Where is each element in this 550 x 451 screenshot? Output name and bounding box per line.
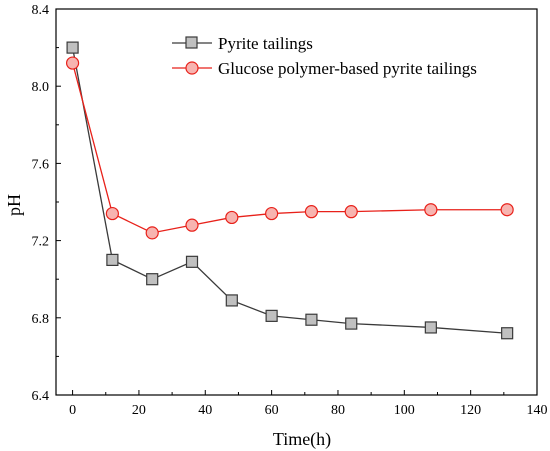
data-point [265, 206, 279, 221]
data-point [500, 203, 514, 217]
data-point [225, 294, 238, 307]
x-axis: 0 20 40 60 80 100 120 140 [69, 390, 548, 418]
data-point [185, 218, 199, 232]
data-point [344, 205, 358, 219]
series-line [71, 62, 508, 234]
x-tick-label: 60 [265, 403, 279, 418]
data-point [66, 41, 79, 54]
data-point [345, 317, 358, 330]
legend-marker-pyrite [185, 36, 198, 49]
legend-label-glucose: Glucose polymer-based pyrite tailings [218, 59, 477, 78]
data-point [501, 327, 514, 340]
x-tick-label: 80 [331, 403, 345, 418]
legend-marker-glucose [185, 61, 199, 75]
data-point [65, 56, 80, 70]
data-point [185, 255, 199, 268]
y-tick-label: 6.4 [32, 389, 50, 404]
x-axis-title: Time(h) [273, 429, 331, 450]
x-tick-label: 0 [69, 403, 76, 418]
legend: Pyrite tailings Glucose polymer-based py… [172, 34, 477, 78]
legend-entry-glucose-polymer: Glucose polymer-based pyrite tailings [172, 59, 477, 78]
x-tick-label: 40 [198, 403, 212, 418]
y-tick-label: 8.4 [32, 3, 50, 18]
series-0 [66, 41, 514, 340]
legend-label-pyrite: Pyrite tailings [218, 34, 313, 53]
y-tick-label: 8.0 [32, 80, 50, 95]
data-point [304, 205, 319, 219]
data-point [305, 313, 318, 326]
y-tick-label: 6.8 [32, 312, 50, 327]
series-layer [65, 41, 514, 340]
data-point [424, 321, 437, 334]
data-point [105, 206, 119, 221]
data-point [106, 253, 119, 266]
y-tick-label: 7.6 [32, 157, 50, 172]
x-tick-label: 120 [460, 403, 481, 418]
series-1 [65, 56, 514, 240]
y-axis: 6.4 6.8 7.2 7.6 8.0 8.4 [32, 3, 61, 404]
data-point [225, 210, 239, 225]
x-tick-label: 140 [527, 403, 548, 418]
data-point [145, 226, 159, 240]
y-tick-label: 7.2 [32, 235, 50, 250]
x-tick-label: 100 [394, 403, 415, 418]
legend-entry-pyrite-tailings: Pyrite tailings [172, 34, 313, 53]
data-point [146, 273, 159, 286]
x-tick-label: 20 [132, 403, 146, 418]
series-line [71, 47, 508, 334]
data-point [424, 203, 438, 217]
data-point [265, 309, 278, 322]
y-axis-title: pH [4, 194, 24, 216]
